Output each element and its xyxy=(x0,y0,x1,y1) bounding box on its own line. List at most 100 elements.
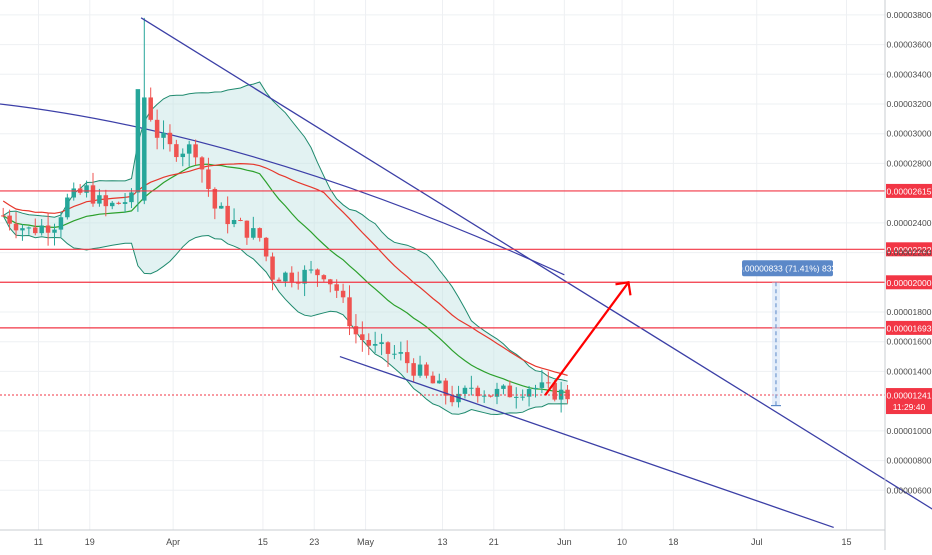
candle-body xyxy=(552,382,557,400)
candle-body xyxy=(302,269,307,284)
y-tick-label: 0.00002200 xyxy=(887,248,932,258)
candle-body xyxy=(13,223,19,231)
candle-body xyxy=(193,144,198,158)
candle-body xyxy=(180,153,186,158)
candle-body xyxy=(347,297,352,327)
candle-body xyxy=(33,227,38,234)
candle-body xyxy=(353,326,359,335)
candle-body xyxy=(360,334,365,340)
x-tick-label: 23 xyxy=(309,537,319,547)
candle-body xyxy=(398,352,404,354)
candle-body xyxy=(546,382,551,384)
candle-body xyxy=(462,387,468,394)
candle-body xyxy=(26,227,32,229)
y-tick-label: 0.00001000 xyxy=(887,426,932,436)
band-lower xyxy=(2,215,568,416)
candle-body xyxy=(231,219,237,225)
candle-body xyxy=(475,387,481,397)
candle-body xyxy=(52,229,57,233)
candle-body xyxy=(148,97,153,120)
y-tick-label: 0.00003200 xyxy=(887,99,932,109)
candle-body xyxy=(469,387,474,389)
y-tick-label: 0.00003000 xyxy=(887,129,932,139)
x-tick-label: 15 xyxy=(842,537,852,547)
candle-body xyxy=(334,284,339,291)
y-tick-label: 0.00000800 xyxy=(887,456,932,466)
level-price-tag xyxy=(886,275,932,290)
y-tick-label: 0.00002400 xyxy=(887,218,932,228)
candle-body xyxy=(385,342,391,354)
candle-body xyxy=(45,225,51,233)
y-tick-label: 0.00003800 xyxy=(887,10,932,20)
candle-body xyxy=(129,192,134,203)
y-tick-label: 0.00001800 xyxy=(887,307,932,317)
candle-body xyxy=(84,185,89,193)
candle-body xyxy=(206,169,211,189)
candle-body xyxy=(276,279,282,282)
candle-body xyxy=(251,228,256,238)
arrow-shaft xyxy=(544,281,630,396)
candle-body xyxy=(283,272,288,282)
candle-body xyxy=(411,363,416,376)
level-price-label: 0.00002615 xyxy=(887,186,932,196)
price-range-measure[interactable]: 0.00000833 (71.41%) 833 xyxy=(738,260,837,407)
level-price-label: 0.00002222 xyxy=(887,245,932,255)
level-price-tag xyxy=(886,183,932,198)
level-price-label: 0.00001693 xyxy=(887,323,932,333)
measure-area xyxy=(771,282,780,406)
candle-body xyxy=(430,375,436,384)
arrow-head xyxy=(615,281,632,296)
x-tick-label: 19 xyxy=(85,537,95,547)
level-price-tag xyxy=(886,320,932,335)
projection-arrow[interactable] xyxy=(544,281,632,396)
candle-body xyxy=(58,217,64,230)
candle-body xyxy=(507,385,513,398)
candle-body xyxy=(238,219,243,221)
candle-body xyxy=(289,272,295,282)
candle-body xyxy=(90,185,96,204)
candle-body xyxy=(424,364,429,376)
candle-body xyxy=(39,225,44,234)
candle-body xyxy=(392,353,397,355)
candle-body xyxy=(186,144,192,154)
candle-body xyxy=(122,202,128,204)
ma-long xyxy=(0,103,565,276)
candle-body xyxy=(103,195,109,207)
x-tick-label: 18 xyxy=(668,537,678,547)
candle-body xyxy=(488,395,493,397)
candle-body xyxy=(71,188,76,198)
x-tick-label: Apr xyxy=(166,537,180,547)
candle-body xyxy=(520,396,525,398)
candle-body xyxy=(65,197,70,218)
candle-body xyxy=(20,228,25,231)
ma-green xyxy=(2,163,568,394)
candle-body xyxy=(315,269,320,276)
candle-body xyxy=(0,215,6,217)
trendlines[interactable] xyxy=(140,17,932,529)
y-tick-label: 0.00001600 xyxy=(887,337,932,347)
candle-body xyxy=(199,157,205,170)
x-tick-label: 11 xyxy=(34,537,43,547)
candles[interactable] xyxy=(0,17,570,413)
candle-body xyxy=(257,228,262,238)
candle-body xyxy=(437,380,442,384)
level-price-tag xyxy=(886,242,932,257)
candle-body xyxy=(97,195,102,204)
candle-body xyxy=(225,205,230,225)
horizontal-levels[interactable]: 0.00002615 0.00002222 0.00002000 0.00001693… xyxy=(0,183,932,415)
current-price-tag xyxy=(886,388,932,415)
candle-body xyxy=(263,237,269,257)
countdown-label: 11:29:40 xyxy=(893,402,926,412)
trendline-lower xyxy=(339,355,834,529)
y-tick-label: 0.00003400 xyxy=(887,69,932,79)
candle-body xyxy=(244,220,250,238)
candle-body xyxy=(116,202,121,204)
x-tick-label: May xyxy=(357,537,375,547)
x-tick-label: 21 xyxy=(489,537,499,547)
candle-body xyxy=(481,395,487,397)
candle-body xyxy=(539,382,545,388)
y-tick-label: 0.00002800 xyxy=(887,158,932,168)
